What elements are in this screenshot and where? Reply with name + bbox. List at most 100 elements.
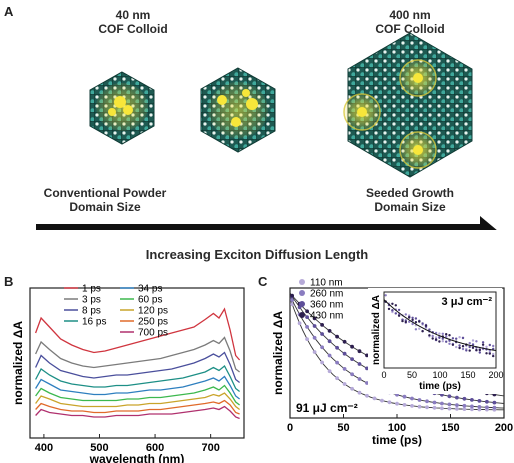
data-point bbox=[312, 324, 317, 328]
inset-x-tick-label: 150 bbox=[460, 370, 475, 380]
inset-data-point bbox=[455, 345, 458, 349]
data-point bbox=[335, 376, 339, 381]
inset-x-tick-label: 200 bbox=[488, 370, 503, 380]
legend-label: 260 nm bbox=[310, 289, 343, 300]
data-point bbox=[447, 406, 452, 411]
legend-label: 60 ps bbox=[138, 295, 162, 306]
series-line bbox=[35, 364, 240, 393]
exciton bbox=[114, 96, 126, 108]
x-tick-label: 50 bbox=[337, 422, 349, 434]
inset-data-point bbox=[441, 332, 444, 335]
inset-data-point bbox=[488, 343, 491, 347]
inset-y-axis-label: normalized ΔA bbox=[371, 295, 382, 365]
data-point bbox=[312, 335, 317, 340]
data-point bbox=[425, 405, 429, 410]
data-point bbox=[327, 339, 332, 344]
data-point bbox=[380, 398, 384, 403]
data-point bbox=[477, 407, 482, 412]
inset-data-point bbox=[475, 340, 478, 343]
data-point bbox=[387, 400, 392, 405]
inset-data-point bbox=[441, 340, 444, 343]
large-colloid bbox=[347, 32, 473, 178]
small-colloid-label: 40 nm COF Colloid bbox=[78, 8, 188, 36]
inset-x-tick-label: 50 bbox=[407, 370, 417, 380]
data-point bbox=[350, 344, 354, 349]
inset-data-point bbox=[404, 313, 407, 316]
inset-data-point bbox=[458, 346, 461, 350]
inset-annotation: 3 μJ cm⁻² bbox=[442, 296, 493, 308]
inset-data-point bbox=[485, 345, 488, 348]
inset-data-point bbox=[448, 334, 451, 337]
data-point bbox=[342, 367, 347, 371]
large-colloid-size: 400 nm bbox=[389, 8, 431, 22]
inset-data-point bbox=[394, 312, 397, 315]
data-point bbox=[470, 404, 474, 409]
inset-data-point bbox=[461, 336, 465, 340]
series-line bbox=[35, 405, 240, 420]
inset-data-point bbox=[408, 316, 411, 319]
right-caption-line2: Domain Size bbox=[374, 200, 446, 214]
x-tick-label: 150 bbox=[441, 422, 459, 434]
legend-label: 34 ps bbox=[138, 284, 162, 295]
series-line bbox=[35, 375, 240, 400]
inset-data-point bbox=[478, 351, 481, 354]
inset-x-tick-label: 100 bbox=[432, 370, 447, 380]
inset-data-point bbox=[451, 343, 455, 346]
data-point bbox=[320, 360, 324, 365]
data-point bbox=[485, 399, 489, 404]
data-point bbox=[432, 405, 437, 410]
inset-data-point bbox=[434, 338, 438, 341]
data-point bbox=[402, 394, 407, 399]
data-point bbox=[305, 315, 309, 319]
exciton bbox=[246, 98, 258, 110]
inset-data-point bbox=[478, 348, 481, 352]
x-axis-label: wavelength (nm) bbox=[89, 452, 185, 463]
data-point bbox=[470, 407, 474, 412]
data-point bbox=[477, 399, 482, 403]
inset-data-point bbox=[441, 337, 444, 340]
right-caption-line1: Seeded Growth bbox=[365, 186, 454, 200]
inset-data-point bbox=[391, 302, 394, 305]
data-point bbox=[335, 334, 339, 339]
right-caption: Seeded Growth Domain Size bbox=[345, 186, 475, 214]
data-point bbox=[425, 399, 429, 404]
series-line bbox=[35, 336, 240, 373]
data-point bbox=[365, 393, 369, 398]
data-point bbox=[462, 407, 467, 411]
data-point bbox=[447, 394, 452, 399]
small-colloid-size: 40 nm bbox=[115, 8, 151, 22]
data-point bbox=[342, 382, 347, 386]
data-point bbox=[357, 362, 362, 366]
inset-data-point bbox=[445, 333, 448, 336]
data-point bbox=[447, 402, 452, 407]
series-line bbox=[35, 351, 240, 384]
inset-data-point bbox=[434, 336, 438, 339]
data-point bbox=[417, 398, 422, 402]
inset-data-point bbox=[414, 328, 418, 331]
diffusion-arrow bbox=[36, 216, 497, 230]
inset-data-point bbox=[424, 324, 428, 327]
left-caption-line1: Conventional Powder bbox=[43, 186, 167, 200]
inset-data-point bbox=[492, 352, 495, 356]
inset-data-point bbox=[471, 339, 475, 342]
inset-data-point bbox=[465, 349, 468, 352]
exciton bbox=[231, 117, 241, 127]
data-point bbox=[335, 360, 339, 365]
inset-data-point bbox=[468, 349, 471, 352]
data-point bbox=[297, 321, 302, 326]
data-point bbox=[440, 406, 444, 411]
data-point bbox=[327, 329, 332, 333]
inset-data-point bbox=[431, 334, 434, 338]
arrow-label: Increasing Exciton Diffusion Length bbox=[145, 247, 369, 262]
small-colloid-name: COF Colloid bbox=[98, 22, 168, 36]
data-point bbox=[357, 390, 362, 395]
exciton bbox=[108, 108, 116, 116]
legend-label: 110 nm bbox=[310, 278, 343, 289]
inset-fit-line bbox=[383, 299, 497, 351]
data-point bbox=[312, 350, 317, 354]
data-point bbox=[455, 403, 459, 407]
data-point bbox=[350, 357, 354, 361]
panel-c-chart: 0 50 100 150 200 time (ps) normalized ΔA 91 μJ … bbox=[271, 278, 513, 448]
x-tick-label: 100 bbox=[388, 422, 406, 434]
inset-data-point bbox=[418, 320, 421, 323]
